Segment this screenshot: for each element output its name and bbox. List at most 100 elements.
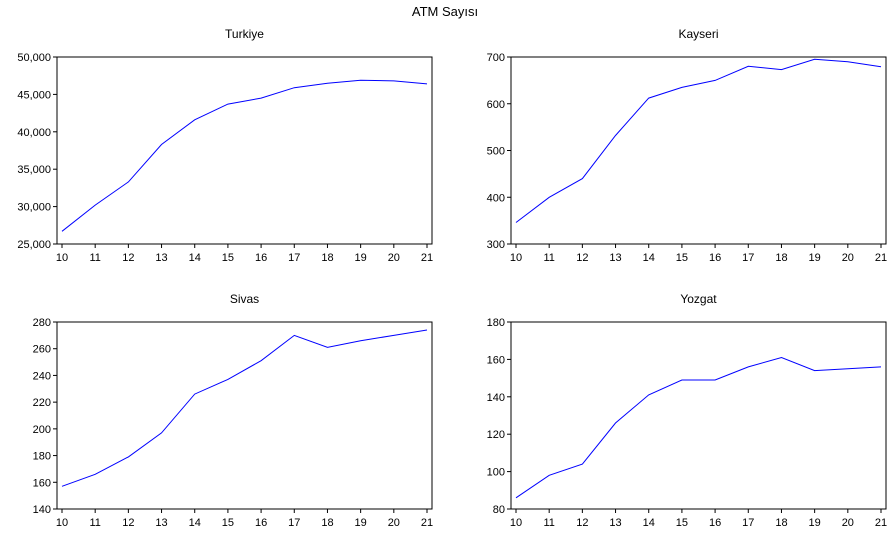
sivas-data-point — [359, 339, 362, 342]
kayseri-ytick-label: 400 — [487, 192, 505, 204]
yozgat-xtick-label: 10 — [510, 517, 522, 529]
kayseri-data-point — [548, 196, 551, 199]
sivas-xtick-label: 21 — [421, 517, 433, 529]
sivas-xtick-label: 15 — [222, 517, 234, 529]
sivas-xtick-label: 12 — [122, 517, 134, 529]
kayseri-data-point — [714, 79, 717, 82]
sivas-ytick-label: 260 — [33, 344, 51, 356]
sivas-data-point — [426, 329, 429, 332]
turkiye-xtick-label: 10 — [56, 252, 68, 264]
sivas-data-point — [127, 455, 130, 458]
turkiye-ytick-label: 30,000 — [17, 202, 51, 214]
turkiye-data-point — [392, 79, 395, 82]
kayseri-data-point — [680, 86, 683, 89]
yozgat-ytick-label: 100 — [487, 467, 505, 479]
kayseri-xtick-label: 11 — [543, 252, 554, 264]
kayseri-data-point — [581, 177, 584, 180]
turkiye-ytick-label: 25,000 — [17, 239, 51, 251]
sivas-ytick-label: 180 — [33, 451, 51, 463]
yozgat-xtick-label: 13 — [609, 517, 621, 529]
sivas-title: Sivas — [230, 292, 259, 306]
turkiye-plot-frame — [56, 56, 433, 245]
sivas-series-line — [61, 329, 428, 487]
turkiye-xtick-label: 21 — [421, 252, 433, 264]
turkiye-data-point — [260, 97, 263, 100]
turkiye-xtick-label: 15 — [222, 252, 234, 264]
turkiye-title: Turkiye — [225, 27, 264, 41]
turkiye-data-point — [193, 118, 196, 121]
yozgat-title: Yozgat — [680, 292, 717, 306]
kayseri-xtick-label: 16 — [709, 252, 721, 264]
yozgat-ytick-label: 140 — [487, 392, 505, 404]
yozgat-data-point — [581, 463, 584, 466]
kayseri-xtick-label: 19 — [809, 252, 821, 264]
yozgat-plot-frame — [510, 321, 887, 510]
yozgat-xtick-label: 17 — [742, 517, 754, 529]
kayseri-ytick-label: 300 — [487, 239, 505, 251]
kayseri-xtick-label: 14 — [643, 252, 655, 264]
sivas-data-point — [260, 359, 263, 362]
turkiye-data-point — [426, 82, 429, 85]
chart-yozgat: Yozgat 80 100 120 140 160 180 10 11 12 13 14 15 16 17 1… — [487, 292, 887, 529]
sivas-ytick-label: 200 — [33, 424, 51, 436]
sivas-plot-frame — [56, 321, 433, 510]
turkiye-ytick-label: 45,000 — [17, 89, 51, 101]
sivas-xtick-label: 10 — [56, 517, 68, 529]
yozgat-ytick-label: 80 — [493, 504, 505, 516]
sivas-data-point — [392, 334, 395, 337]
kayseri-xtick-label: 20 — [842, 252, 854, 264]
kayseri-data-point — [780, 68, 783, 71]
sivas-data-point — [160, 431, 163, 434]
sivas-data-point — [94, 473, 97, 476]
yozgat-series-line — [515, 356, 882, 499]
sivas-data-point — [293, 334, 296, 337]
sivas-xtick-label: 18 — [321, 517, 333, 529]
kayseri-data-point — [515, 221, 518, 224]
turkiye-ytick-label: 35,000 — [17, 164, 51, 176]
turkiye-xtick-label: 17 — [288, 252, 300, 264]
kayseri-xtick-label: 10 — [510, 252, 522, 264]
yozgat-xtick-label: 19 — [809, 517, 821, 529]
yozgat-data-point — [880, 365, 883, 368]
yozgat-ytick-label: 120 — [487, 429, 505, 441]
chart-kayseri: Kayseri 300 400 500 600 700 10 11 12 13 14 15 16 17 18… — [487, 27, 887, 264]
kayseri-xtick-label: 15 — [676, 252, 688, 264]
turkiye-xtick-label: 16 — [255, 252, 267, 264]
yozgat-xtick-label: 15 — [676, 517, 688, 529]
turkiye-xtick-label: 19 — [355, 252, 367, 264]
sivas-xtick-label: 20 — [388, 517, 400, 529]
kayseri-xtick-label: 21 — [875, 252, 887, 264]
sivas-ytick-label: 240 — [33, 370, 51, 382]
turkiye-xtick-label: 13 — [155, 252, 167, 264]
yozgat-data-point — [515, 496, 518, 499]
yozgat-data-point — [680, 378, 683, 381]
turkiye-data-point — [226, 103, 229, 106]
sivas-data-point — [226, 378, 229, 381]
sivas-xtick-label: 11 — [89, 517, 100, 529]
kayseri-series-line — [515, 58, 882, 223]
yozgat-data-point — [747, 365, 750, 368]
yozgat-ytick-label: 180 — [487, 317, 505, 329]
turkiye-data-point — [160, 143, 163, 146]
turkiye-ytick-label: 50,000 — [17, 52, 51, 64]
kayseri-data-point — [614, 134, 617, 137]
kayseri-data-point — [747, 65, 750, 68]
sivas-xtick-label: 13 — [155, 517, 167, 529]
turkiye-ytick-label: 40,000 — [17, 127, 51, 139]
turkiye-data-point — [293, 86, 296, 89]
turkiye-xtick-label: 12 — [122, 252, 134, 264]
turkiye-data-point — [127, 180, 130, 183]
yozgat-ytick-label: 160 — [487, 354, 505, 366]
turkiye-xtick-label: 11 — [89, 252, 100, 264]
kayseri-ytick-label: 500 — [487, 146, 505, 158]
kayseri-xtick-label: 12 — [576, 252, 588, 264]
kayseri-xtick-label: 13 — [609, 252, 621, 264]
kayseri-data-point — [846, 60, 849, 63]
turkiye-data-point — [61, 230, 64, 233]
yozgat-data-point — [548, 474, 551, 477]
kayseri-title: Kayseri — [678, 27, 718, 41]
chart-turkiye: Turkiye 25,000 30,000 35,000 40,000 45,000 50,… — [17, 27, 433, 264]
yozgat-xtick-label: 16 — [709, 517, 721, 529]
yozgat-xtick-label: 12 — [576, 517, 588, 529]
